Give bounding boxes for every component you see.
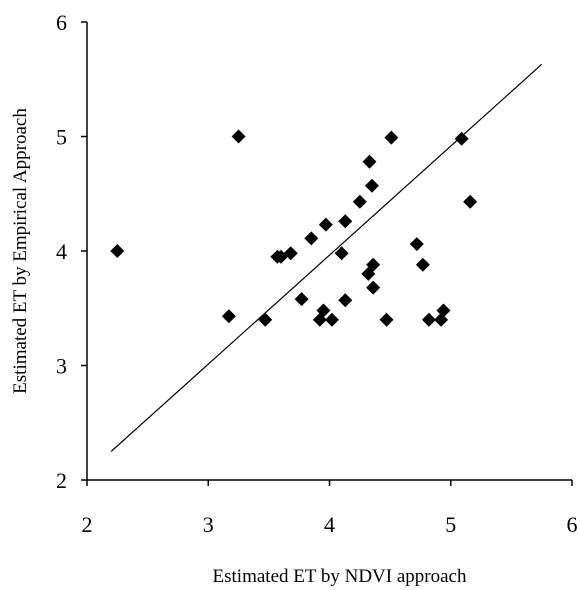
tick-labels: 2 3 4 5 6 2 3 4 5 6 (56, 10, 578, 537)
data-point (366, 257, 381, 272)
data-point (110, 244, 125, 258)
x-tick-label: 4 (324, 512, 335, 537)
x-tick-label: 6 (567, 512, 578, 537)
data-point (421, 312, 436, 327)
data-point (283, 246, 298, 261)
data-point (318, 217, 333, 232)
data-point (304, 231, 319, 246)
data-point (352, 194, 367, 209)
data-point (231, 129, 246, 144)
data-point (364, 178, 379, 193)
x-tick-label: 2 (82, 512, 93, 537)
y-tick-label: 5 (56, 125, 67, 150)
data-point (415, 257, 430, 272)
data-point (463, 194, 478, 209)
data-point (362, 154, 377, 169)
data-point (338, 214, 353, 229)
data-point (436, 303, 451, 318)
data-point (258, 312, 273, 327)
data-point (454, 131, 469, 146)
reference-line-layer (110, 63, 543, 452)
data-point (366, 280, 381, 295)
x-tick-label: 5 (445, 512, 456, 537)
reference-line (110, 63, 543, 452)
y-tick-label: 2 (56, 468, 67, 493)
y-axis-title: Estimated ET by Empirical Approach (10, 108, 31, 394)
data-point (361, 266, 376, 281)
data-point (409, 237, 424, 252)
data-point (338, 293, 353, 308)
y-tick-label: 4 (56, 239, 67, 264)
y-tick-label: 6 (56, 10, 67, 35)
data-points (110, 129, 478, 327)
data-point (324, 312, 339, 327)
x-tick-label: 3 (203, 512, 214, 537)
data-point (384, 130, 399, 145)
data-point (379, 312, 394, 327)
data-point (294, 292, 309, 307)
data-point (334, 246, 349, 261)
axes (81, 21, 573, 486)
x-axis-title: Estimated ET by NDVI approach (213, 566, 467, 587)
data-point (221, 309, 236, 324)
y-tick-label: 3 (56, 354, 67, 379)
data-point (316, 303, 331, 318)
